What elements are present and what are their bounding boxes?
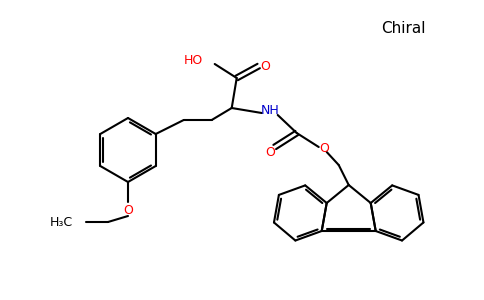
Text: O: O — [123, 203, 133, 217]
Text: O: O — [260, 59, 270, 73]
Text: Chiral: Chiral — [381, 21, 426, 36]
Text: NH: NH — [260, 104, 279, 118]
Text: O: O — [265, 146, 274, 160]
Text: O: O — [319, 142, 329, 155]
Text: H₃C: H₃C — [50, 215, 73, 229]
Text: HO: HO — [183, 55, 203, 68]
